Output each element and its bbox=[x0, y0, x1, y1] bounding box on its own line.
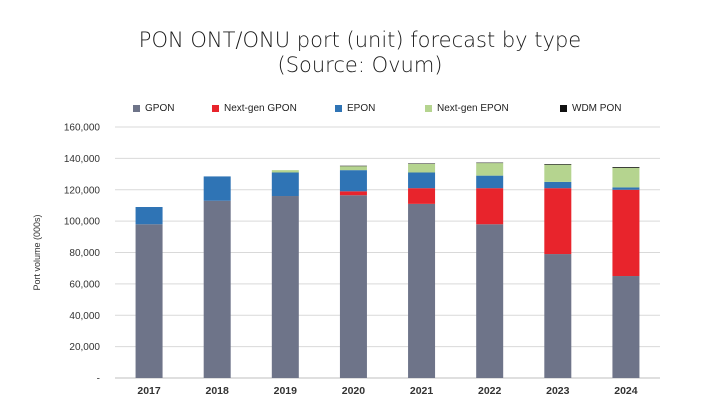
chart-title-line1: PON ONT/ONU port (unit) forecast by type bbox=[138, 28, 582, 52]
bar-gpon-2023 bbox=[544, 254, 572, 378]
legend-swatch-next-gen-epon bbox=[425, 105, 432, 112]
y-tick-label: 20,000 bbox=[69, 342, 100, 353]
legend-item-gpon: GPON bbox=[133, 103, 174, 114]
bar-epon-2021 bbox=[408, 172, 436, 189]
chart-title-line2: (Source: Ovum) bbox=[277, 53, 443, 77]
y-tick-label: 160,000 bbox=[64, 123, 101, 134]
bar-next-gen-epon-2024 bbox=[612, 167, 640, 188]
legend-label-epon: EPON bbox=[347, 103, 376, 114]
bar-next-gen-epon-2020 bbox=[339, 166, 367, 171]
y-axis-label: Port volume (000s) bbox=[32, 214, 42, 290]
x-tick-label: 2019 bbox=[274, 385, 298, 397]
legend-label-gpon: GPON bbox=[145, 103, 175, 114]
y-tick-label: 80,000 bbox=[69, 248, 100, 259]
bar-gpon-2021 bbox=[408, 203, 436, 378]
bar-next-gen-epon-2022 bbox=[476, 163, 504, 176]
y-tick-label: 100,000 bbox=[64, 217, 101, 228]
legend-swatch-wdm-pon bbox=[560, 105, 567, 112]
y-tick-label: 120,000 bbox=[64, 185, 101, 196]
bar-next-gen-epon-2019 bbox=[271, 170, 299, 173]
bar-epon-2018 bbox=[203, 176, 231, 201]
bar-next-gen-epon-2021 bbox=[408, 163, 436, 173]
legend-label-wdm-pon: WDM PON bbox=[572, 103, 622, 114]
legend-label-next-gen-gpon: Next-gen GPON bbox=[224, 103, 297, 114]
bar-gpon-2019 bbox=[271, 196, 299, 378]
bar-epon-2023 bbox=[544, 181, 572, 189]
chart-legend: GPON Next-gen GPON EPON Next-gen EPON WD… bbox=[0, 103, 720, 119]
x-tick-label: 2023 bbox=[546, 385, 570, 397]
bar-next-gen-gpon-2023 bbox=[544, 188, 572, 255]
bar-epon-2022 bbox=[476, 175, 504, 189]
bar-next-gen-epon-2023 bbox=[544, 164, 572, 182]
legend-item-next-gen-epon: Next-gen EPON bbox=[425, 103, 509, 114]
x-tick-label: 2024 bbox=[614, 385, 638, 397]
bar-epon-2020 bbox=[339, 170, 367, 192]
legend-swatch-epon bbox=[335, 105, 342, 112]
x-tick-label: 2021 bbox=[410, 385, 434, 397]
y-tick-label: 40,000 bbox=[69, 311, 100, 322]
bar-epon-2017 bbox=[135, 207, 163, 225]
legend-swatch-gpon bbox=[133, 105, 140, 112]
bar-next-gen-gpon-2021 bbox=[408, 188, 436, 204]
y-tick-label: 140,000 bbox=[64, 154, 101, 165]
bar-epon-2019 bbox=[271, 172, 299, 197]
y-tick-label: 60,000 bbox=[69, 279, 100, 290]
bar-next-gen-gpon-2022 bbox=[476, 188, 504, 225]
legend-item-next-gen-gpon: Next-gen GPON bbox=[212, 103, 297, 114]
x-tick-label: 2018 bbox=[206, 385, 230, 397]
bar-epon-2024 bbox=[612, 187, 640, 190]
bar-next-gen-gpon-2024 bbox=[612, 189, 640, 277]
x-tick-label: 2022 bbox=[478, 385, 502, 397]
legend-item-epon: EPON bbox=[335, 103, 375, 114]
legend-label-next-gen-epon: Next-gen EPON bbox=[437, 103, 509, 114]
x-tick-label: 2020 bbox=[342, 385, 366, 397]
bar-gpon-2018 bbox=[203, 200, 231, 378]
bar-wdm-pon-2024 bbox=[612, 167, 640, 168]
bar-next-gen-gpon-2020 bbox=[339, 191, 367, 196]
legend-swatch-next-gen-gpon bbox=[212, 105, 219, 112]
bar-gpon-2022 bbox=[476, 224, 504, 378]
y-tick-label: - bbox=[97, 374, 100, 385]
bar-gpon-2017 bbox=[135, 224, 163, 378]
bar-gpon-2024 bbox=[612, 276, 640, 378]
bar-gpon-2020 bbox=[339, 195, 367, 378]
x-tick-label: 2017 bbox=[137, 385, 161, 397]
legend-item-wdm-pon: WDM PON bbox=[560, 103, 621, 114]
bar-wdm-pon-2023 bbox=[544, 164, 572, 165]
